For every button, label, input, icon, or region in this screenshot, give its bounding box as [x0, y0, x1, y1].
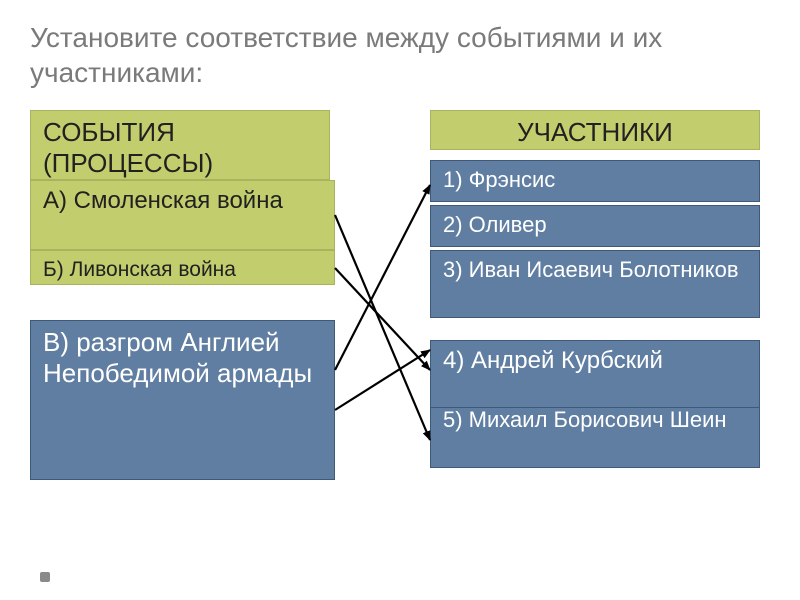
- slide-bullet-icon: [40, 572, 50, 582]
- match-arrow: [335, 350, 430, 410]
- participants-header: УЧАСТНИКИ: [430, 110, 760, 150]
- events-header: СОБЫТИЯ (ПРОЦЕССЫ): [30, 110, 330, 180]
- page-title: Установите соответствие между событиями …: [30, 20, 770, 90]
- match-arrow: [335, 215, 430, 440]
- participant-5: 5) Михаил Борисович Шеин: [430, 400, 760, 468]
- participant-1: 1) Фрэнсис: [430, 160, 760, 202]
- match-arrow: [335, 268, 430, 370]
- event-v: В) разгром Англией Непобедимой армады: [30, 320, 335, 480]
- participant-3: 3) Иван Исаевич Болотников: [430, 250, 760, 318]
- participant-2: 2) Оливер: [430, 205, 760, 247]
- event-a: А) Смоленская война: [30, 180, 335, 250]
- participant-4: 4) Андрей Курбский: [430, 340, 760, 408]
- event-b: Б) Ливонская война: [30, 250, 335, 285]
- match-arrow: [335, 185, 430, 370]
